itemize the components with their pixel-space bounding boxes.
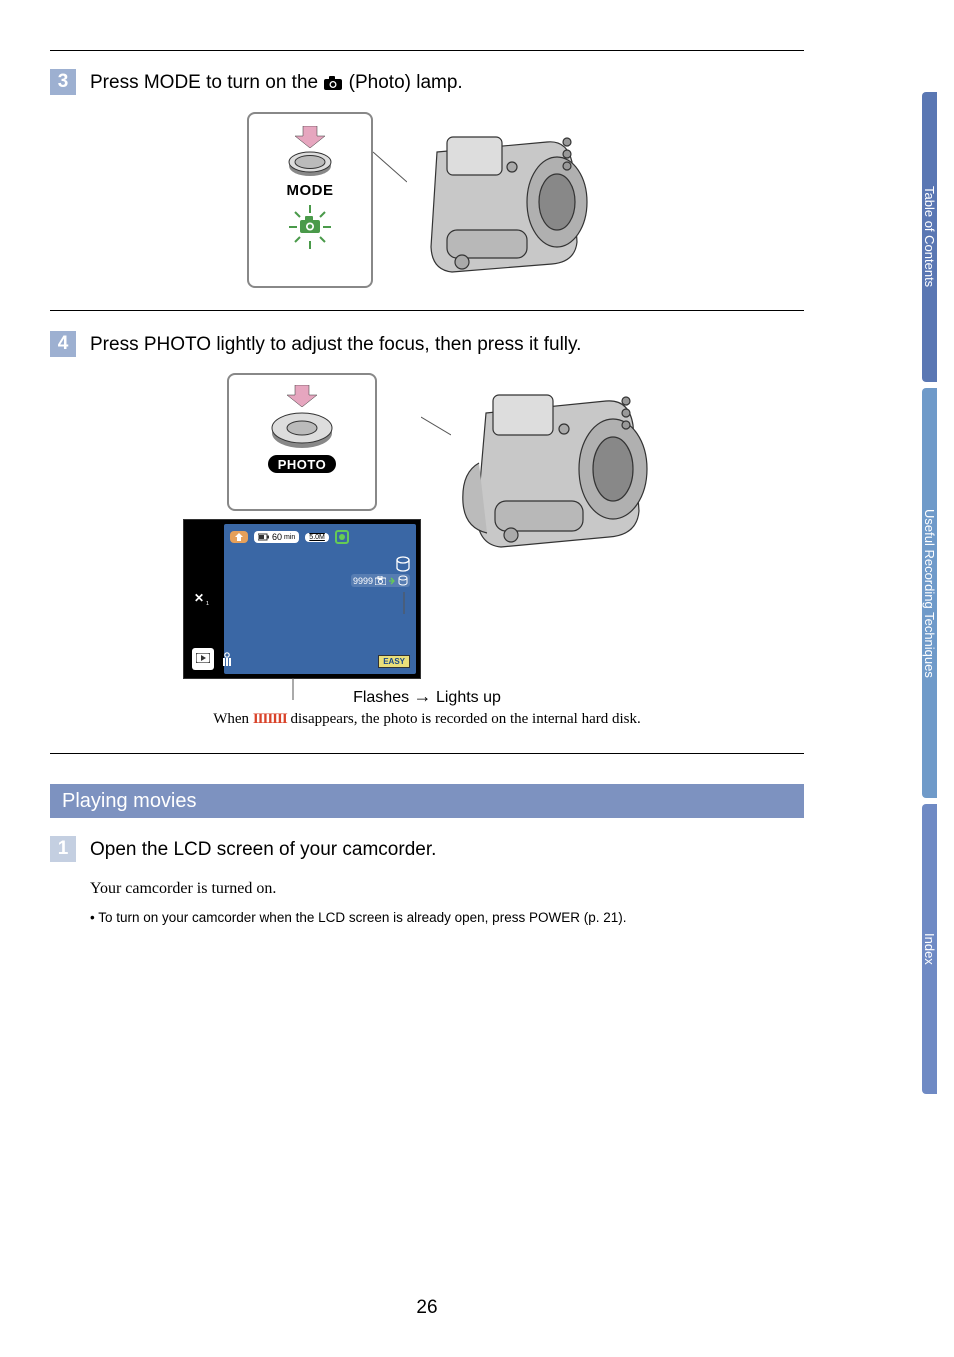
- arrow-down-icon: [287, 385, 317, 407]
- caption-lightsup: Lights up: [432, 689, 501, 706]
- camera-icon: [323, 75, 343, 91]
- rec-dot-icon: [335, 530, 349, 544]
- page-number: 26: [0, 1297, 854, 1319]
- figure-caption: Flashes → Lights up When IIIIIII disappe…: [213, 683, 641, 731]
- photo-label: PHOTO: [268, 455, 337, 473]
- step-number-3: 3: [50, 69, 76, 95]
- section-playing-movies: Playing movies: [50, 784, 804, 818]
- hdd-icon: [396, 556, 410, 572]
- step-3-text: Press MODE to turn on the (Photo) lamp.: [90, 69, 463, 96]
- photo-small-icon: [375, 576, 386, 585]
- size-badge: 5.0M: [305, 533, 329, 542]
- recording-bars-icon: IIIIIII: [253, 711, 287, 727]
- lcd-time-unit: min: [284, 534, 295, 541]
- mode-button-icon: [287, 148, 333, 178]
- caption2-post: disappears, the photo is recorded on the…: [287, 711, 641, 727]
- step-4: 4 Press PHOTO lightly to adjust the focu…: [50, 331, 804, 358]
- home-icon: [230, 531, 248, 543]
- mode-label: MODE: [287, 182, 334, 199]
- step-1-text: Open the LCD screen of your camcorder.: [90, 836, 436, 863]
- lcd-top-row: 60min 5.0M: [230, 530, 349, 544]
- arrow-right-icon: [388, 577, 396, 585]
- figure-photo: PHOTO ✕ ₁: [50, 373, 804, 731]
- tab-toc[interactable]: Table of Contents: [922, 92, 937, 382]
- body-bullet: To turn on your camcorder when the LCD s…: [90, 908, 804, 929]
- svg-text:₁: ₁: [206, 596, 209, 606]
- figure-mode: MODE: [50, 112, 804, 288]
- tab-index[interactable]: Index: [922, 804, 937, 1094]
- side-tabs: Table of Contents Useful Recording Techn…: [922, 92, 954, 1094]
- bars-icon: [222, 652, 232, 666]
- easy-badge: EASY: [378, 655, 410, 668]
- step-1: 1 Open the LCD screen of your camcorder.: [50, 836, 804, 863]
- caption2-pre: When: [213, 711, 253, 727]
- photo-button-icon: [270, 407, 334, 451]
- step3-pre: Press MODE to turn on the: [90, 72, 323, 93]
- arrow-down-icon: [295, 126, 325, 148]
- lcd-bottom-left: [192, 648, 232, 670]
- step-3: 3 Press MODE to turn on the (Photo) lamp…: [50, 69, 804, 96]
- step-number-1: 1: [50, 836, 76, 862]
- step-4-text: Press PHOTO lightly to adjust the focus,…: [90, 331, 581, 358]
- caption-leader-1: [292, 678, 294, 700]
- lcd-counter: 9999: [353, 576, 373, 586]
- photo-lamp-icon: [283, 203, 337, 251]
- lcd-right-col: 9999: [351, 556, 410, 587]
- step-1-body: Your camcorder is turned on. To turn on …: [90, 877, 804, 929]
- leader-line: [373, 112, 407, 288]
- leader-line-2: [421, 373, 451, 511]
- lcd-screen: ✕ ₁ 60min 5.0M: [183, 519, 421, 679]
- lcd-time: 60: [272, 532, 282, 542]
- hdd-small-icon: [398, 575, 408, 586]
- caption-leader-2: [403, 592, 405, 700]
- svg-text:✕: ✕: [194, 591, 204, 605]
- battery-time-badge: 60min: [254, 531, 299, 543]
- body-line1: Your camcorder is turned on.: [90, 877, 804, 902]
- play-icon: [192, 648, 214, 670]
- camcorder-illustration-1: [407, 112, 607, 288]
- tab-useful-recording[interactable]: Useful Recording Techniques: [922, 388, 937, 798]
- camcorder-illustration-2: [451, 373, 671, 573]
- step-number-4: 4: [50, 331, 76, 357]
- step3-post: (Photo) lamp.: [343, 72, 462, 93]
- arrow-right-glyph: →: [414, 686, 432, 706]
